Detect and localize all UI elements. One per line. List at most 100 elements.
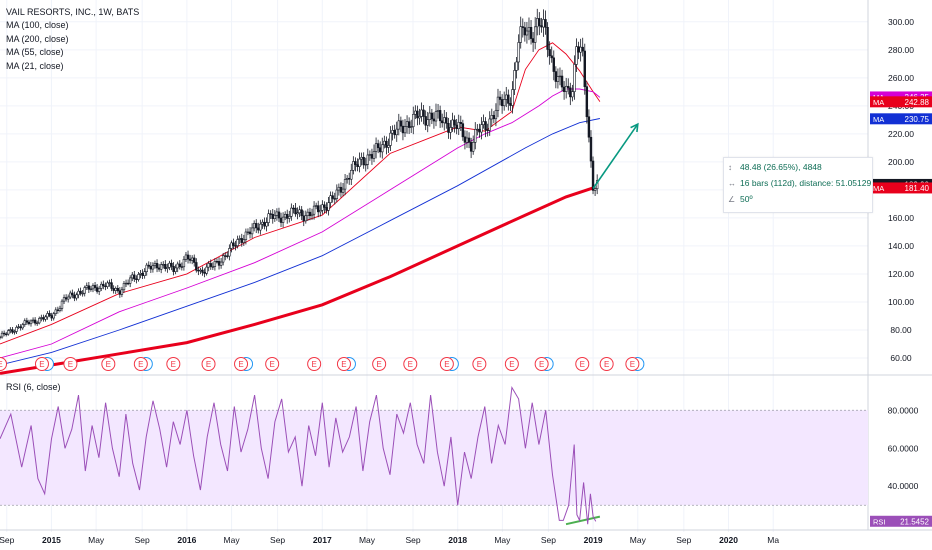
price-bar-body: [143, 271, 146, 276]
earnings-marker[interactable]: E: [63, 357, 78, 371]
rsi-title[interactable]: RSI (6, close): [6, 382, 61, 392]
earnings-circle: [166, 357, 181, 371]
earnings-circle: [0, 357, 7, 371]
time-tick-label: May: [359, 535, 376, 545]
price-bar-body: [244, 231, 248, 240]
price-bar-body: [385, 140, 388, 148]
earnings-marker[interactable]: E: [575, 357, 590, 371]
earnings-marker[interactable]: E: [439, 357, 459, 371]
legend-ma-55[interactable]: MA (55, close): [6, 47, 64, 58]
time-tick-label: 2017: [313, 535, 332, 545]
chart-title: VAIL RESORTS, INC., 1W, BATS: [6, 7, 140, 17]
price-bar-body: [436, 110, 440, 112]
price-bar-body: [35, 322, 39, 324]
price-bar-body: [246, 231, 250, 234]
price-bar-body: [434, 111, 438, 122]
rsi-band-lines: [0, 409, 868, 506]
earnings-marker[interactable]: E: [534, 357, 554, 371]
price-bar-body: [339, 186, 343, 193]
price-bar-body: [314, 205, 318, 207]
price-bar-body: [488, 118, 491, 131]
price-bar-body: [58, 308, 62, 311]
price-bar-body: [319, 209, 322, 213]
earnings-circle: [265, 357, 280, 371]
price-badge: MA 242.88: [870, 96, 932, 108]
earnings-label: E: [376, 360, 381, 369]
price-bar-body: [166, 267, 169, 269]
price-bar-body: [162, 264, 165, 266]
price-bar-body: [180, 266, 184, 268]
price-bar-body: [219, 261, 223, 266]
earnings-marker[interactable]: E: [265, 357, 280, 371]
earnings-marker[interactable]: E: [166, 357, 181, 371]
chart-axes: 300.00280.00260.00240.00220.00200.00180.…: [0, 17, 919, 545]
price-bar-body: [424, 116, 427, 126]
legend-ma-100[interactable]: MA (100, close): [6, 20, 69, 31]
price-bar-body: [124, 282, 128, 285]
legend-ma-21[interactable]: MA (21, close): [6, 60, 64, 71]
earnings-marker[interactable]: E: [472, 357, 487, 371]
price-bar-body: [296, 212, 299, 215]
price-bar-body: [190, 257, 194, 261]
price-bar-body: [164, 264, 167, 269]
price-tick-label: 160.00: [888, 213, 914, 223]
price-bar-body: [325, 207, 328, 211]
earnings-marker[interactable]: E: [34, 357, 54, 371]
price-bar-body: [445, 117, 448, 124]
earnings-label: E: [270, 360, 275, 369]
earnings-markers[interactable]: EEEEEEEEEEEEEEEEEEEE: [0, 357, 645, 371]
price-bar-body: [234, 245, 237, 247]
earnings-marker[interactable]: E: [599, 357, 614, 371]
price-bar-body: [100, 283, 103, 289]
earnings-marker[interactable]: E: [133, 357, 153, 371]
price-bar-body: [197, 269, 200, 272]
price-bar-body: [195, 262, 198, 271]
price-bar-body: [250, 227, 254, 235]
earnings-label: E: [206, 360, 211, 369]
earnings-marker[interactable]: E: [101, 357, 116, 371]
price-bar-body: [2, 332, 6, 335]
earnings-marker[interactable]: E: [234, 357, 254, 371]
price-bar-body: [465, 137, 469, 143]
price-bar-body: [337, 186, 341, 191]
price-bar-body: [201, 269, 204, 273]
price-bar-body: [432, 118, 436, 122]
price-bar-body: [248, 231, 252, 235]
price-bar-body: [407, 121, 411, 128]
price-badge-value: 181.40: [905, 184, 930, 193]
price-bar-body: [304, 215, 308, 222]
earnings-marker[interactable]: E: [625, 357, 645, 371]
earnings-marker[interactable]: E: [372, 357, 387, 371]
price-bar-body: [405, 121, 409, 127]
price-bar-body: [546, 26, 549, 50]
earnings-marker[interactable]: E: [307, 357, 322, 371]
price-bar-body: [358, 158, 361, 167]
price-bar-body: [449, 127, 452, 133]
price-bar-body: [155, 263, 159, 269]
price-bar-body: [426, 119, 429, 126]
measure-angle-row: ∠ 50º: [728, 194, 753, 204]
earnings-marker[interactable]: E: [403, 357, 418, 371]
legend-ma-200[interactable]: MA (200, close): [6, 33, 69, 44]
time-tick-label: May: [224, 535, 241, 545]
price-bar-body: [476, 128, 479, 131]
price-bar-body: [221, 255, 225, 263]
price-bar-body: [401, 125, 405, 134]
price-bar-body: [0, 336, 2, 339]
rsi-tick-label: 40.0000: [888, 481, 919, 491]
price-bar-body: [149, 265, 153, 270]
price-bar-body: [323, 204, 326, 208]
price-bar-body: [397, 120, 401, 130]
earnings-marker[interactable]: E: [504, 357, 519, 371]
earnings-marker[interactable]: E: [201, 357, 216, 371]
price-bar-body: [414, 110, 417, 115]
price-badges: MA246.35MA242.88MA230.75MTN183.90MA181.4…: [870, 91, 932, 527]
earnings-marker[interactable]: E: [0, 357, 7, 371]
price-bar-body: [110, 282, 113, 289]
price-bar-body: [350, 170, 353, 180]
earnings-label: E: [444, 360, 449, 369]
earnings-marker[interactable]: E: [336, 357, 356, 371]
earnings-label: E: [39, 360, 44, 369]
earnings-circle: [133, 357, 148, 371]
